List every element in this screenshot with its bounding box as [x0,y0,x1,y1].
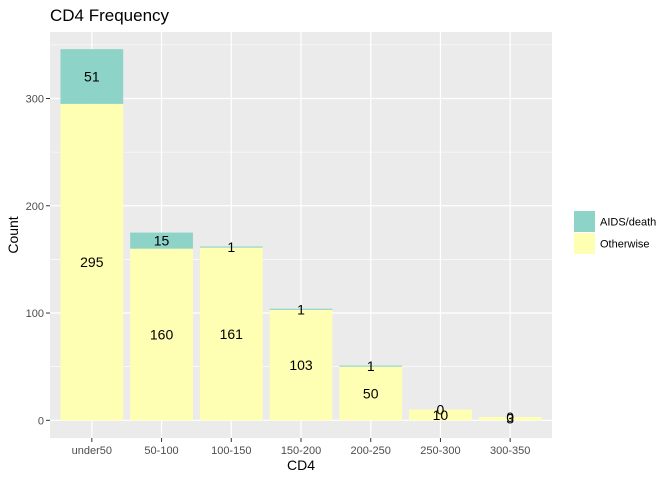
data-label: 10 [433,407,449,423]
data-label: 1 [227,239,235,255]
x-tick-label: under50 [72,445,112,457]
y-axis: 0 100 200 300 [26,94,50,427]
data-label: 103 [289,357,313,373]
data-label: 0 [506,409,514,425]
data-label: 0 [437,402,445,418]
bar-otherwise [339,366,403,421]
data-label: 160 [150,326,174,342]
y-axis-title: Count [5,216,21,253]
bar-otherwise [130,248,193,421]
x-axis: under50 50-100 100-150 150-200 200-250 250-30… [72,438,530,457]
legend-label: Otherwise [600,239,650,251]
bars [60,49,542,421]
bar-otherwise [478,417,542,421]
y-tick-label: 300 [26,94,44,106]
x-tick-label: 50-100 [144,445,178,457]
bar-otherwise [269,309,333,421]
legend-key [574,211,595,232]
y-tick-label: 0 [38,415,44,427]
x-tick-label: 150-200 [281,445,321,457]
bar-otherwise [199,247,263,421]
x-tick-label: 250-300 [420,445,460,457]
bar-otherwise [60,103,124,421]
x-tick-label: 200-250 [351,445,391,457]
bar-aids-death [339,365,403,367]
legend-label: AIDS/death [600,217,656,229]
data-label: 295 [80,254,104,270]
x-tick-label: 300-350 [490,445,530,457]
chart-title: CD4 Frequency [50,6,170,25]
legend: AIDS/death Otherwise [574,211,656,254]
bar-otherwise [409,409,472,421]
legend-key [574,233,595,254]
data-label: 1 [297,301,305,317]
data-label: 161 [220,326,244,342]
data-label: 1 [367,358,375,374]
x-tick-label: 100-150 [211,445,251,457]
bar-aids-death [199,246,263,248]
y-tick-label: 100 [26,308,44,320]
bar-aids-death [269,308,333,310]
data-label: 51 [84,69,100,85]
bar-aids-death [130,232,193,249]
bar-aids-death [60,49,124,104]
data-label: 15 [154,233,170,249]
data-label: 50 [363,385,379,401]
y-tick-label: 200 [26,201,44,213]
x-axis-title: CD4 [287,457,315,473]
data-label: 3 [506,411,514,427]
